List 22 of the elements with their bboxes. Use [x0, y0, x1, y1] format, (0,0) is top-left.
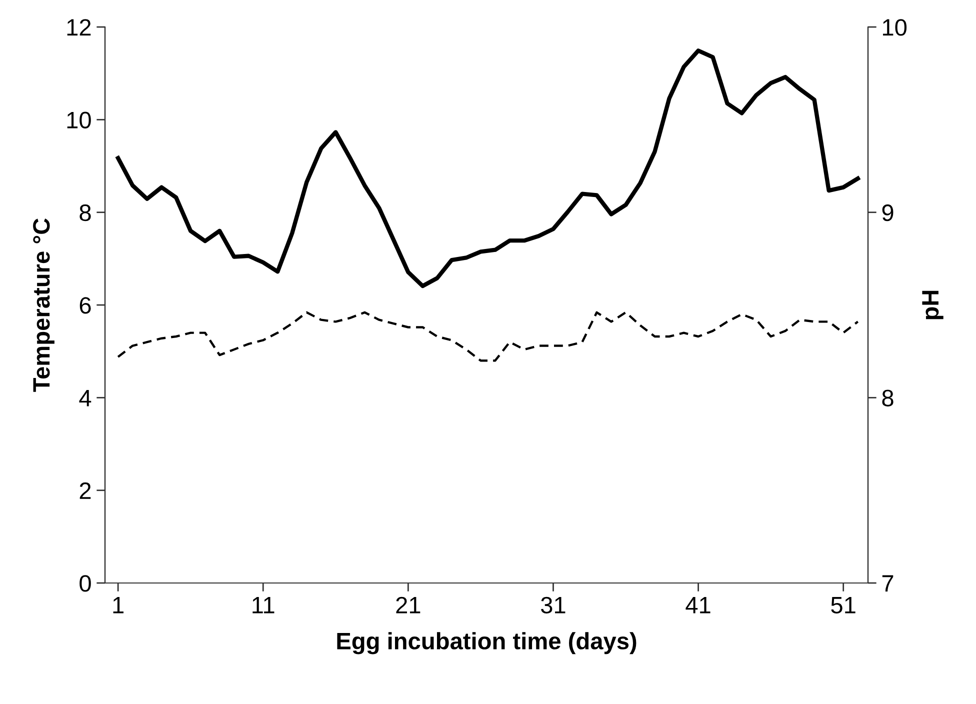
line-series — [116, 48, 860, 288]
x-tick-label: 41 — [686, 597, 710, 614]
line-series — [116, 311, 859, 362]
y-tick-label: 12 — [67, 19, 91, 36]
y-tick-label: 2 — [80, 482, 91, 499]
x-tick-label: 31 — [540, 596, 566, 614]
y2-tick-label: 8 — [882, 390, 894, 406]
y2-tick-label: 9 — [882, 204, 894, 222]
x-axis-title: Egg incubation time (days) — [337, 632, 636, 654]
y-tick-label: 10 — [67, 112, 91, 128]
y-tick-label: 6 — [80, 297, 91, 314]
y-axis-title: Temperature °C — [33, 218, 54, 392]
x-tick-label: 11 — [252, 597, 274, 614]
y-tick-label: 8 — [80, 204, 91, 222]
x-tick-label: 51 — [831, 597, 856, 614]
x-tick-label: 21 — [396, 596, 420, 614]
y2-axis-title: pH — [922, 290, 944, 320]
y2-tick-label: 10 — [882, 19, 907, 36]
y-tick-label: 0 — [80, 575, 91, 592]
y-tick-label: 4 — [79, 390, 92, 406]
y2-tick-label: 7 — [882, 575, 894, 592]
x-tick-label: 1 — [113, 597, 124, 614]
